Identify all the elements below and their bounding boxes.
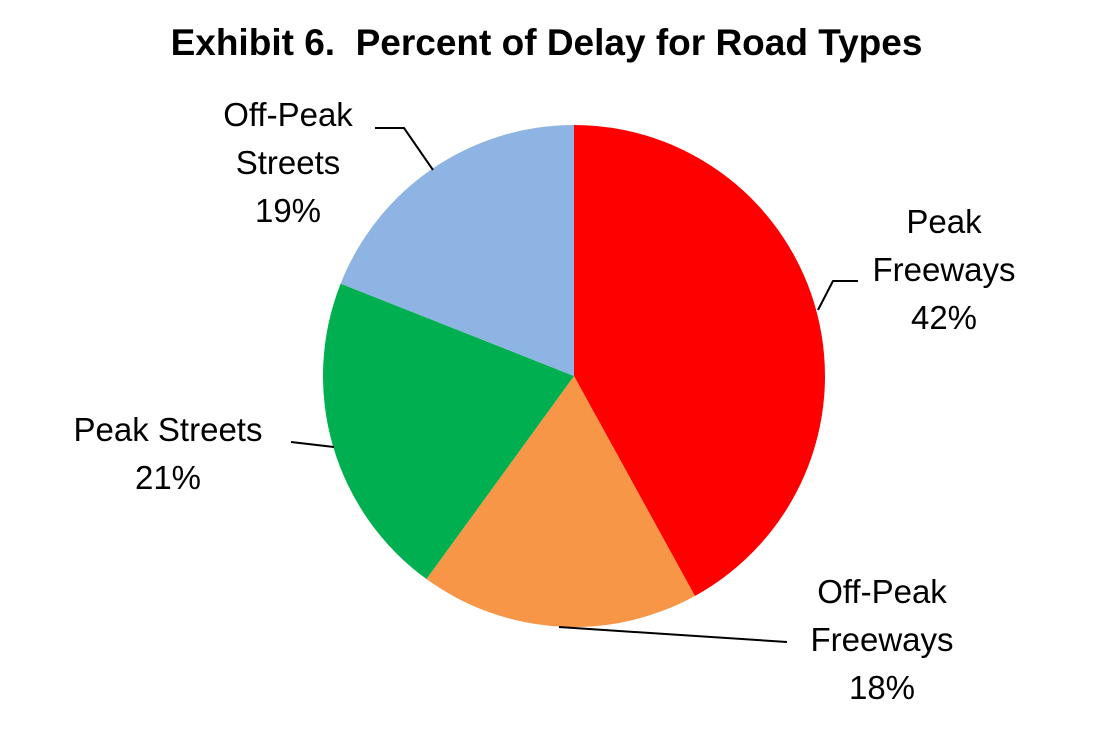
data-label-line: Streets xyxy=(236,144,341,181)
leader-line-off-peak-freeways xyxy=(558,626,788,643)
data-label-line: 18% xyxy=(849,669,915,706)
data-label-line: 19% xyxy=(255,192,321,229)
data-label-line: Freeways xyxy=(810,621,953,658)
data-label-line: Peak Streets xyxy=(74,411,263,448)
data-label-off-peak-freeways: Off-Peak Freeways 18% xyxy=(810,573,953,706)
data-label-line: Off-Peak xyxy=(223,96,353,133)
data-label-line: Freeways xyxy=(872,251,1015,288)
leader-line-peak-streets xyxy=(290,441,335,448)
data-label-line: 21% xyxy=(135,459,201,496)
leader-line-off-peak-streets xyxy=(375,127,434,171)
pie-slice-peak-streets xyxy=(323,283,574,580)
pie-slice-peak-freeways xyxy=(574,125,825,596)
leader-lines xyxy=(290,127,858,643)
pie-slice-off-peak-freeways xyxy=(426,376,695,627)
pie-slices xyxy=(323,125,825,627)
pie-slice-off-peak-streets xyxy=(340,125,574,376)
leader-line-peak-freeways xyxy=(817,280,858,311)
data-label-line: Off-Peak xyxy=(817,573,947,610)
data-label-line: 42% xyxy=(911,299,977,336)
data-label-off-peak-streets: Off-Peak Streets 19% xyxy=(223,96,353,229)
data-label-line: Peak xyxy=(906,203,982,240)
chart-title: Exhibit 6. Percent of Delay for Road Typ… xyxy=(170,22,923,63)
data-labels: Peak Freeways 42% Off-Peak Freeways 18% Peak S… xyxy=(74,96,1016,706)
data-label-peak-streets: Peak Streets 21% xyxy=(74,411,263,496)
data-label-peak-freeways: Peak Freeways 42% xyxy=(872,203,1015,336)
